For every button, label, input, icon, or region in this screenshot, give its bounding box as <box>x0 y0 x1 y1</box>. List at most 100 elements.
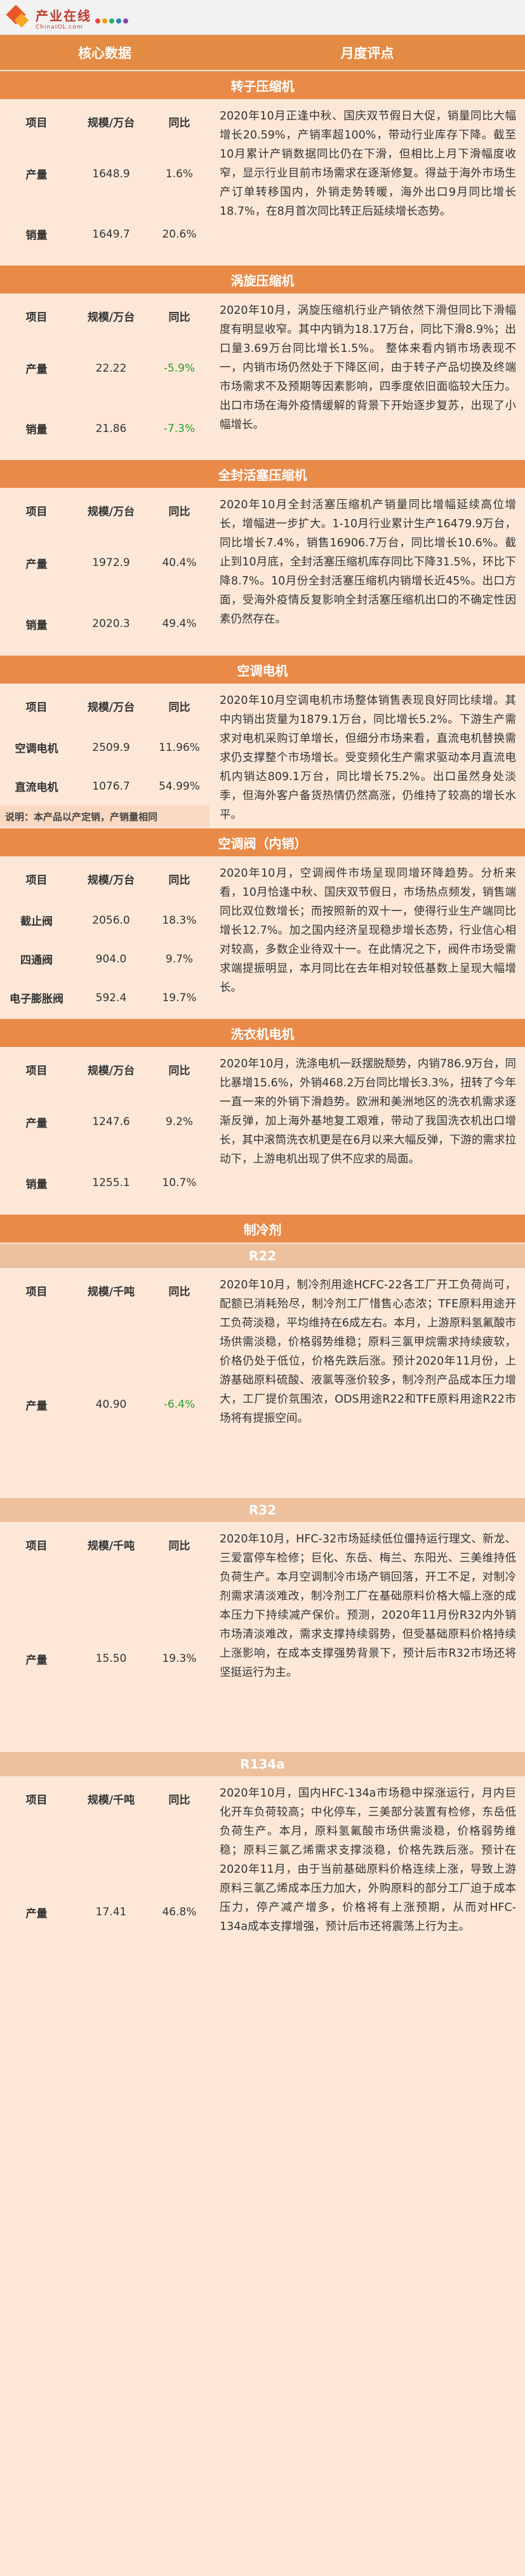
section-body: 项目 规模/万台 同比 产量 1247.6 9.2% 销量 1255.1 10.7% 2020年1… <box>0 1047 525 1213</box>
row-value: 17.41 <box>95 1906 127 1919</box>
col-scale-header: 规模/万台 <box>87 116 135 130</box>
comment-text: 2020年10月空调电机市场整体销售表现良好同比续增。其中内销出货量为1879.… <box>220 694 516 821</box>
col-item-header: 项目 <box>25 873 48 887</box>
row-value: 15.50 <box>95 1652 127 1665</box>
section-body: 项目 规模/万台 同比 产量 22.22 -5.9% 销量 21.86 -7.3% 2020年10… <box>0 293 525 459</box>
row-value: 2509.9 <box>92 741 130 754</box>
col-scale-header: 规模/万台 <box>87 873 135 887</box>
header-monthly-comment: 月度评点 <box>340 45 394 61</box>
row-yoy: 18.3% <box>162 914 197 927</box>
row-value: 40.90 <box>95 1398 127 1411</box>
table-row: 空调电机 2509.9 11.96% <box>0 728 209 767</box>
row-name: 直流电机 <box>15 781 58 794</box>
row-name: 产量 <box>25 169 48 182</box>
row-name: 产量 <box>25 363 48 376</box>
data-table: 项目 规模/万台 同比 空调电机 2509.9 11.96% 直流电机 1076.7 54.99… <box>0 684 209 827</box>
table-row: 产量 15.50 19.3% <box>0 1567 209 1751</box>
col-scale-header: 规模/万台 <box>87 701 135 714</box>
row-yoy: 9.2% <box>165 1116 194 1128</box>
data-table: 项目 规模/万台 同比 产量 1247.6 9.2% 销量 1255.1 10.7% <box>0 1047 209 1213</box>
col-yoy-header: 同比 <box>168 1539 190 1553</box>
monthly-comment: 2020年10月，国内HFC-134a市场稳中探涨运行，月内巨化开车负荷较高；中… <box>209 1776 525 2004</box>
column-divider <box>209 488 211 654</box>
row-value: 1648.9 <box>92 167 130 180</box>
monthly-comment: 2020年10月空调电机市场整体销售表现良好同比续增。其中内销出货量为1879.… <box>209 684 525 827</box>
monthly-comment: 2020年10月正逢中秋、国庆双节假日大促，销量同比大幅增长20.59%，产销率… <box>209 99 525 264</box>
monthly-comment: 2020年10月，HFC-32市场延续低位僵持运行理文、新龙、三爱富停车检修；巨… <box>209 1522 525 1751</box>
subsection-title: R22 <box>0 1243 525 1268</box>
col-item-header: 项目 <box>25 116 48 130</box>
column-divider <box>209 684 211 827</box>
logo-dot <box>102 18 107 24</box>
subsection-title: R32 <box>0 1497 525 1522</box>
table-header-row: 项目 规模/万台 同比 <box>0 1047 209 1091</box>
row-name: 截止阀 <box>20 915 53 928</box>
table-header-row: 项目 规模/千吨 同比 <box>0 1522 209 1567</box>
col-yoy-header: 同比 <box>168 116 190 130</box>
table-row: 电子膨胀阀 592.4 19.7% <box>0 978 209 1017</box>
section-body: 项目 规模/千吨 同比产量 15.50 19.3% 2020年10月，HFC-32市场延续… <box>0 1522 525 1751</box>
row-value: 904.0 <box>95 952 127 966</box>
logo-dot <box>116 18 121 24</box>
col-item-header: 项目 <box>25 1539 48 1553</box>
section-body: 项目 规模/千吨 同比 产量 40.90 -6.4% 2020年10月，制冷剂用途HCFC-… <box>0 1268 525 1497</box>
data-table: 项目 规模/千吨 同比 产量 17.41 46.8% <box>0 1776 209 2004</box>
col-scale-header: 规模/千吨 <box>87 1285 135 1298</box>
row-yoy: -6.4% <box>163 1398 196 1411</box>
section-body: 项目 规模/万台 同比 产量 1972.9 40.4% 销量 2020.3 49.4% 2020年… <box>0 488 525 654</box>
logo-dots-icon <box>95 18 128 24</box>
logo-dot <box>109 18 114 24</box>
table-row: 产量 1648.9 1.6% <box>0 144 209 204</box>
table-header-row: 项目 规模/万台 同比 <box>0 856 209 901</box>
data-table: 项目 规模/万台 同比 产量 1972.9 40.4% 销量 2020.3 49.4% <box>0 488 209 654</box>
data-table: 项目 规模/千吨 同比产量 15.50 19.3% <box>0 1522 209 1751</box>
table-row: 产量 22.22 -5.9% <box>0 338 209 398</box>
col-yoy-header: 同比 <box>168 311 190 324</box>
logo-dot <box>123 18 128 24</box>
row-value: 1972.9 <box>92 556 130 569</box>
table-header-row: 项目 规模/万台 同比 <box>0 684 209 728</box>
col-yoy-header: 同比 <box>168 701 190 714</box>
section: 空调电机 项目 规模/万台 同比 空调电机 2509.9 11.96% 直流电机 1076.7 5… <box>0 654 525 827</box>
row-yoy: 10.7% <box>162 1177 197 1189</box>
section: 制冷剂 R22 项目 规模/千吨 同比 产量 40.90 -6.4% 2020年10月，制冷剂用… <box>0 1213 525 2004</box>
comment-text: 2020年10月正逢中秋、国庆双节假日大促，销量同比大幅增长20.59%，产销率… <box>220 110 516 218</box>
monthly-comment: 2020年10月，制冷剂用途HCFC-22各工厂开工负荷尚可，配额已消耗殆尽，制… <box>209 1268 525 1497</box>
table-row: 销量 1255.1 10.7% <box>0 1152 209 1213</box>
col-scale-header: 规模/千吨 <box>87 1539 135 1553</box>
col-yoy-header: 同比 <box>168 1064 190 1077</box>
row-name: 产量 <box>25 1117 48 1130</box>
row-name: 销量 <box>25 424 48 436</box>
col-scale-header: 规模/万台 <box>87 1064 135 1077</box>
comment-text: 2020年10月，洗涤电机一跃摆脱颓势，内销786.9万台，同比暴增15.6%，… <box>220 1058 516 1166</box>
col-scale-header: 规模/万台 <box>87 505 135 518</box>
row-name: 产量 <box>25 1907 48 1920</box>
section-body: 项目 规模/万台 同比 截止阀 2056.0 18.3% 四通阀 904.0 9.7% 电子膨胀阀… <box>0 856 525 1018</box>
table-row: 销量 21.86 -7.3% <box>0 398 209 459</box>
logo-dot <box>95 18 100 24</box>
column-divider <box>209 99 211 264</box>
table-header: 核心数据 月度评点 <box>0 35 525 70</box>
table-row: 产量 1972.9 40.4% <box>0 532 209 593</box>
table-header-row: 项目 规模/万台 同比 <box>0 293 209 338</box>
row-yoy: 20.6% <box>162 227 197 241</box>
table-header-row: 项目 规模/千吨 同比 <box>0 1776 209 1821</box>
table-row: 销量 2020.3 49.4% <box>0 593 209 654</box>
row-name: 销量 <box>25 619 48 632</box>
section: 洗衣机电机 项目 规模/万台 同比 产量 1247.6 9.2% 销量 1255.1 10.7% 2… <box>0 1018 525 1213</box>
column-divider <box>209 1047 211 1213</box>
row-name: 四通阀 <box>20 954 53 967</box>
comment-text: 2020年10月，国内HFC-134a市场稳中探涨运行，月内巨化开车负荷较高；中… <box>220 1787 516 1933</box>
row-value: 1247.6 <box>92 1116 130 1128</box>
table-row: 销量 1649.7 20.6% <box>0 204 209 264</box>
section-title: 涡旋压缩机 <box>0 264 525 293</box>
row-yoy: 11.96% <box>159 741 200 754</box>
data-table: 项目 规模/万台 同比 产量 22.22 -5.9% 销量 21.86 -7.3% <box>0 293 209 459</box>
data-table: 项目 规模/万台 同比 产量 1648.9 1.6% 销量 1649.7 20.6% <box>0 99 209 264</box>
comment-text: 2020年10月全封活塞压缩机产销量同比增幅延续高位增长，增幅进一步扩大。1-1… <box>220 499 516 626</box>
monthly-comment: 2020年10月，空调阀件市场呈现同增环降趋势。分析来看，10月恰逢中秋、国庆双… <box>209 856 525 1018</box>
site-header: 产业在线 ChinaIOL.com <box>0 0 525 35</box>
row-value: 21.86 <box>95 422 127 435</box>
logo[interactable]: 产业在线 ChinaIOL.com <box>6 4 128 30</box>
section-body: 项目 规模/千吨 同比 产量 17.41 46.8% 2020年10月，国内HFC-134a… <box>0 1776 525 2004</box>
